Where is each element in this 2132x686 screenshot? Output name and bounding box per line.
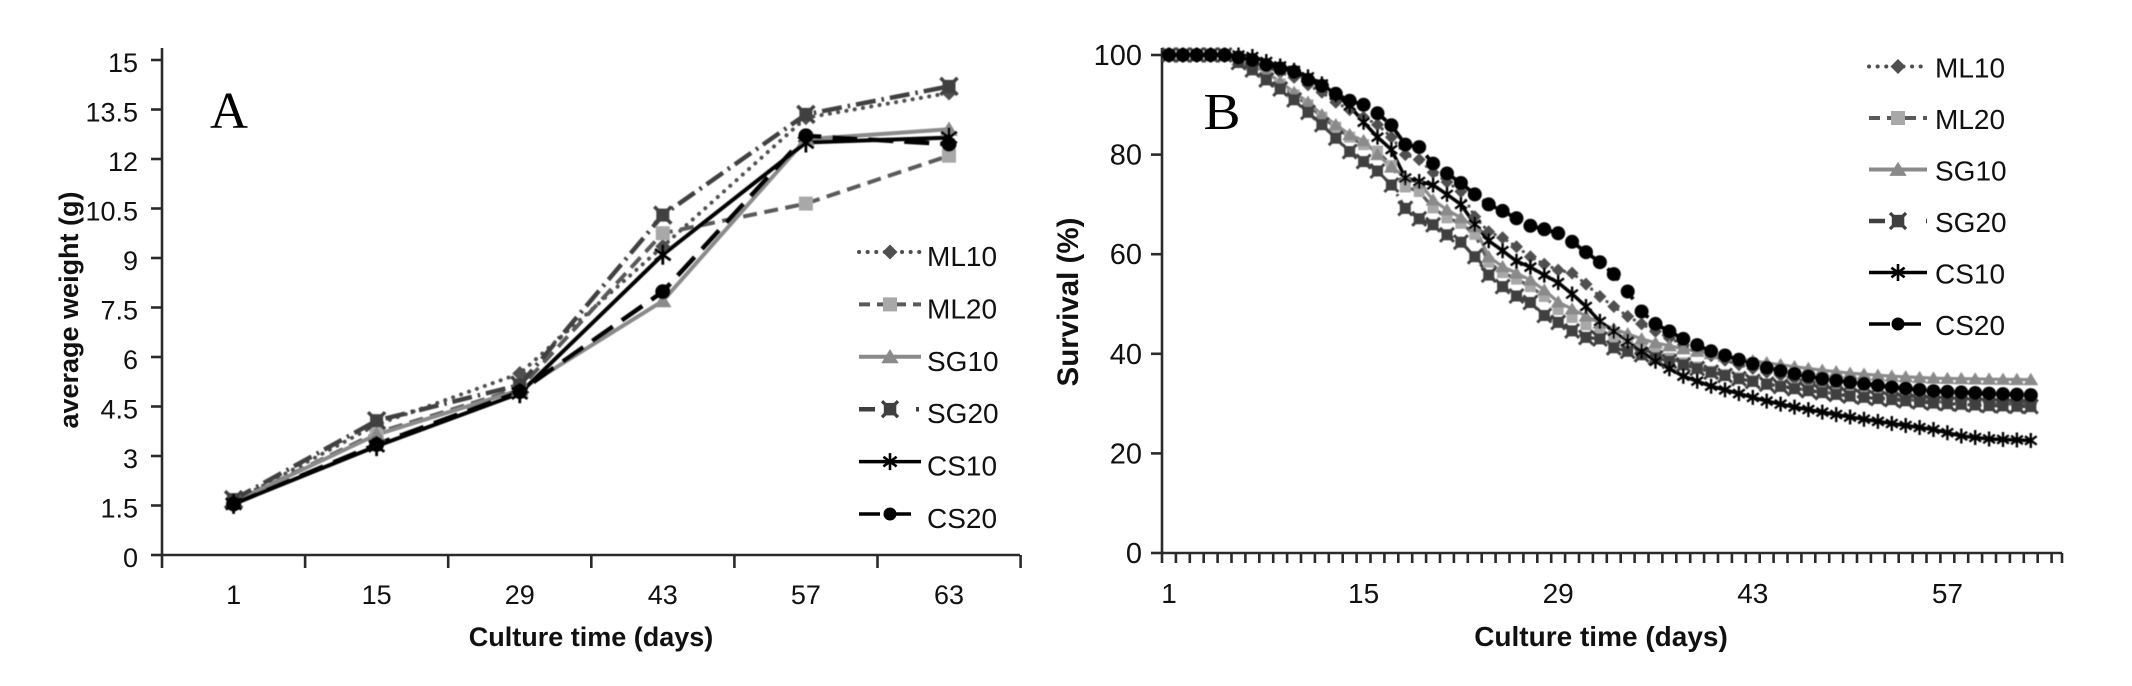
svg-text:CS20: CS20	[927, 503, 997, 534]
svg-text:SG10: SG10	[927, 346, 999, 377]
svg-text:SG10: SG10	[1935, 156, 2007, 187]
svg-text:ML10: ML10	[927, 241, 997, 272]
svg-text:ML10: ML10	[1935, 53, 2005, 84]
svg-text:ML20: ML20	[1935, 104, 2005, 135]
svg-text:Culture time (days): Culture time (days)	[1474, 621, 1728, 652]
svg-text:60: 60	[1110, 239, 1142, 271]
svg-text:3: 3	[123, 444, 138, 474]
svg-text:average weight (g): average weight (g)	[54, 191, 84, 428]
svg-text:CS20: CS20	[1935, 310, 2005, 341]
svg-text:B: B	[1204, 84, 1241, 141]
svg-text:9: 9	[123, 246, 138, 276]
svg-text:63: 63	[934, 580, 964, 610]
svg-text:0: 0	[123, 543, 138, 573]
svg-text:0: 0	[1126, 538, 1142, 570]
svg-text:CS10: CS10	[927, 451, 997, 482]
svg-text:A: A	[210, 83, 248, 140]
svg-text:15: 15	[108, 48, 138, 78]
svg-text:1.5: 1.5	[100, 494, 138, 524]
svg-text:100: 100	[1094, 40, 1142, 72]
svg-text:43: 43	[1737, 578, 1768, 609]
svg-text:57: 57	[1932, 578, 1963, 609]
svg-text:1: 1	[1161, 578, 1177, 609]
svg-text:29: 29	[505, 580, 535, 610]
svg-text:10.5: 10.5	[85, 197, 138, 227]
svg-text:43: 43	[648, 580, 678, 610]
svg-text:4.5: 4.5	[100, 395, 138, 425]
svg-text:Survival (%): Survival (%)	[1052, 218, 1085, 387]
svg-text:SG20: SG20	[927, 398, 999, 429]
svg-text:6: 6	[123, 345, 138, 375]
svg-text:1: 1	[226, 580, 241, 610]
svg-text:ML20: ML20	[927, 293, 997, 324]
svg-text:15: 15	[362, 580, 392, 610]
svg-text:SG20: SG20	[1935, 207, 2007, 238]
svg-text:7.5: 7.5	[100, 296, 138, 326]
svg-text:80: 80	[1110, 140, 1142, 172]
svg-text:CS10: CS10	[1935, 259, 2005, 290]
svg-text:40: 40	[1110, 339, 1142, 371]
svg-text:Culture time (days): Culture time (days)	[469, 622, 714, 652]
svg-text:12: 12	[108, 147, 138, 177]
svg-text:29: 29	[1543, 578, 1574, 609]
svg-text:13.5: 13.5	[85, 98, 138, 128]
svg-text:57: 57	[791, 580, 821, 610]
svg-text:20: 20	[1110, 438, 1142, 470]
svg-text:15: 15	[1348, 578, 1379, 609]
